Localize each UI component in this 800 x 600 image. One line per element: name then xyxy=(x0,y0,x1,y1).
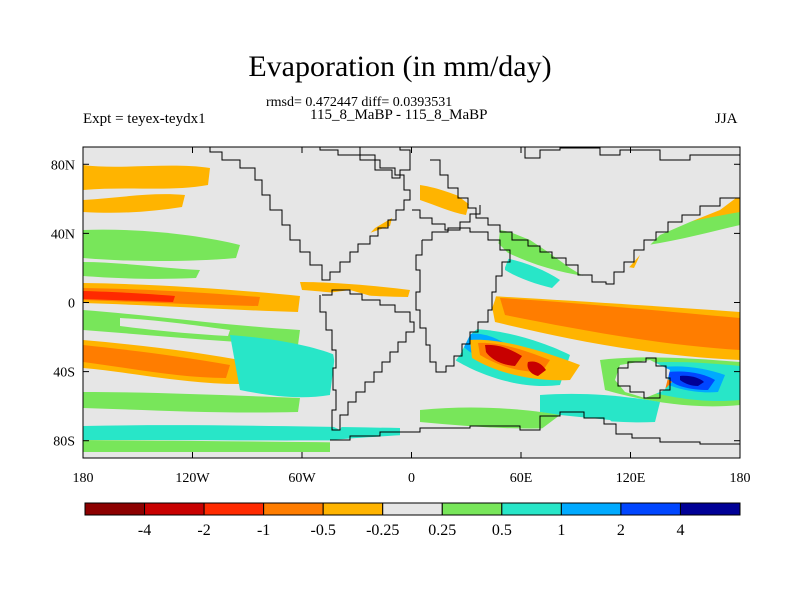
colorbar-swatch xyxy=(620,502,681,516)
colorbar: -4 -2 -1 -0.5 -0.25 0.25 0.5 1 2 4 xyxy=(84,502,741,539)
contour-region xyxy=(120,318,230,336)
y-tick-label: 80S xyxy=(53,435,75,450)
season-label: JJA xyxy=(715,111,738,127)
coastline-africa xyxy=(415,227,511,373)
contour-region xyxy=(83,165,210,190)
colorbar-swatch xyxy=(203,502,265,516)
colorbar-swatch xyxy=(322,502,384,516)
x-tick-label: 180 xyxy=(73,471,94,486)
x-tick-label: 180 xyxy=(730,471,751,486)
experiment-label: Expt = teyex-teydx1 xyxy=(83,111,206,127)
colorbar-swatch xyxy=(501,502,562,516)
colorbar-label: 4 xyxy=(676,522,684,539)
stats-label: rmsd= 0.472447 diff= 0.0393531 xyxy=(266,95,453,110)
contour-region xyxy=(527,361,546,376)
land-north-america xyxy=(210,147,410,282)
contour-region xyxy=(83,291,175,302)
contour-region xyxy=(83,392,300,413)
x-tick-label: 60W xyxy=(288,471,316,486)
y-tick-label: 40N xyxy=(51,227,75,242)
colorbar-label: -4 xyxy=(138,522,151,539)
colorbar-swatch xyxy=(84,502,146,516)
colorbar-swatch xyxy=(679,502,741,516)
contour-region xyxy=(230,335,335,398)
land-south-america xyxy=(318,290,415,430)
contour-region xyxy=(83,425,400,441)
contour-region xyxy=(83,229,240,261)
x-tick-label: 120E xyxy=(616,471,646,486)
land-mask xyxy=(210,147,740,458)
contour-region xyxy=(505,258,560,288)
land-antarctica xyxy=(330,415,740,458)
evaporation-field xyxy=(83,147,740,458)
colorbar-label: -1 xyxy=(257,522,270,539)
contour-region xyxy=(83,262,200,279)
contour-region xyxy=(680,375,704,386)
coastline-eurasia xyxy=(430,159,740,285)
colorbar-swatch xyxy=(144,502,205,516)
coastlines xyxy=(209,147,740,445)
colorbar-label: -2 xyxy=(197,522,210,539)
contour-region xyxy=(83,345,230,378)
contour-region xyxy=(420,407,560,429)
y-tick-label: 40S xyxy=(53,366,75,381)
land-eurasia xyxy=(430,147,740,285)
case-label: 115_8_MaBP - 115_8_MaBP xyxy=(310,107,488,123)
colorbar-label: 0.5 xyxy=(492,522,512,539)
x-tick-label: 60E xyxy=(510,471,533,486)
colorbar-label: -0.25 xyxy=(366,522,399,539)
contour-region xyxy=(500,298,740,350)
land-africa xyxy=(415,230,510,370)
colorbar-label: 2 xyxy=(617,522,625,539)
coastline-south-america xyxy=(319,289,415,431)
colorbar-label: -0.5 xyxy=(311,522,336,539)
colorbar-swatch xyxy=(441,502,503,516)
land-australia xyxy=(615,360,670,398)
coastline-eurasia-north xyxy=(524,147,740,161)
colorbar-swatch xyxy=(382,502,443,516)
coastline-australia xyxy=(617,357,671,399)
colorbar-label: 0.25 xyxy=(428,522,456,539)
y-tick-label: 80N xyxy=(51,158,75,173)
y-tick-label: 0 xyxy=(68,297,75,312)
colorbar-label: 1 xyxy=(557,522,565,539)
contour-region xyxy=(83,194,185,213)
coastline-europe xyxy=(412,205,481,231)
contour-region xyxy=(485,344,522,366)
coastline-north-america xyxy=(209,147,411,281)
colorbar-swatch xyxy=(560,502,622,516)
coastline-antarctica xyxy=(330,411,740,445)
contour-region xyxy=(420,185,470,215)
colorbar-swatch xyxy=(263,502,324,516)
map-title: Evaporation (in mm/day) xyxy=(248,50,552,83)
x-tick-label: 120W xyxy=(175,471,210,486)
contour-region xyxy=(540,393,660,423)
contour-region xyxy=(300,282,410,297)
coastline-greenland xyxy=(359,147,411,179)
x-tick-label: 0 xyxy=(408,471,415,486)
map-axes: 180 120W 60W 0 60E 120E 180 80N 40N 0 40S 80S xyxy=(51,147,751,486)
